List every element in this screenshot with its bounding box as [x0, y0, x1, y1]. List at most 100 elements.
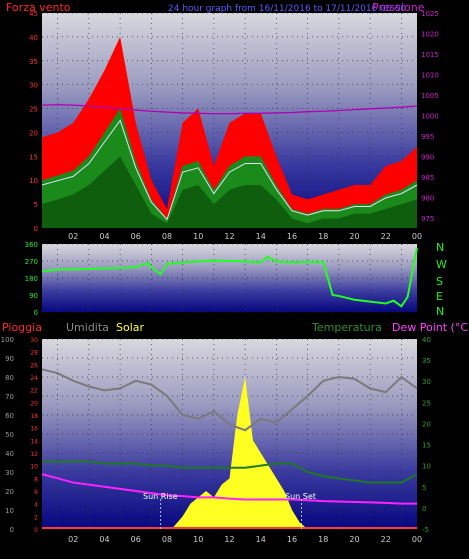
wind-x-tick: 06: [131, 232, 141, 241]
wind-y-tick: 20: [29, 129, 38, 137]
temp-y-tick: 35: [422, 357, 431, 365]
pressure-y-tick: 975: [421, 215, 434, 223]
pressure-y-tick: 1020: [421, 30, 439, 38]
compass-e: E: [436, 290, 443, 303]
dewpoint-line: [41, 473, 417, 505]
humidity-y-tick: 20: [5, 488, 14, 496]
humidity-y-tick: 100: [1, 336, 14, 344]
humidity-y-tick: 30: [5, 469, 14, 477]
humidity-y-tick: 10: [5, 507, 14, 515]
pressure-y-tick: 1005: [421, 92, 439, 100]
direction-y-tick: 270: [25, 258, 38, 266]
rain-y-tick: 18: [30, 413, 38, 420]
compass-labels: N W S E N: [436, 241, 447, 318]
wind-y-tick: 0: [34, 225, 38, 233]
direction-plot: 0 90 180 270 360: [25, 241, 418, 317]
weather-x-tick: 10: [193, 535, 203, 544]
rain-y-tick: 2: [34, 514, 38, 521]
rain-y-tick: 10: [30, 464, 38, 471]
pressure-y-tick: 990: [421, 153, 434, 161]
pressure-y-tick: 1010: [421, 71, 439, 79]
wind-x-tick: 12: [224, 232, 234, 241]
compass-n-bottom: N: [436, 305, 444, 318]
rain-y-tick: 0: [34, 527, 38, 534]
temp-y-tick: 15: [422, 442, 431, 450]
direction-y-tick: 0: [34, 309, 38, 317]
rain-y-tick: 14: [30, 438, 38, 445]
humidity-y-tick: 70: [5, 393, 14, 401]
wind-y-tick: 5: [34, 201, 38, 209]
weather-x-tick: 08: [162, 535, 172, 544]
temp-y-tick: 5: [422, 484, 426, 492]
rain-y-tick: 28: [30, 350, 38, 357]
legend-temperatura: Temperatura: [311, 321, 382, 334]
rain-y-tick: 24: [30, 375, 38, 382]
wind-x-tick: 02: [68, 232, 78, 241]
temp-y-tick: 25: [422, 399, 431, 407]
direction-y-tick: 180: [25, 275, 38, 283]
pressure-y-tick: 1025: [421, 10, 439, 18]
rain-y-tick: 16: [30, 426, 38, 433]
rain-y-tick: 4: [34, 502, 38, 509]
weather-plot: 0102030405060708090100024681012141618202…: [1, 336, 431, 544]
legend-umidita: Umidita: [66, 321, 109, 334]
direction-line: [41, 247, 418, 308]
temp-y-tick: 40: [422, 336, 431, 344]
humidity-y-tick: 50: [5, 431, 14, 439]
wind-y-tick: 40: [29, 34, 38, 42]
temp-y-tick: 0: [422, 505, 426, 513]
weather-x-tick: 02: [68, 535, 78, 544]
humidity-line: [41, 368, 418, 432]
wind-center-title: 24 hour graph from 16/11/2016 to 17/11/2…: [168, 4, 406, 14]
pressure-y-tick: 1000: [421, 112, 439, 120]
weather-x-tick: 00: [412, 535, 422, 544]
weather-x-tick: 12: [224, 535, 234, 544]
wind-x-tick: 04: [99, 232, 109, 241]
wind-plot: 0510152025303540459759809859909951000100…: [29, 10, 439, 241]
solar-area: [171, 377, 308, 529]
humidity-y-tick: 0: [10, 526, 14, 534]
rain-y-tick: 22: [30, 388, 38, 395]
wind-x-tick: 22: [381, 232, 391, 241]
weather-x-tick: 18: [318, 535, 328, 544]
wind-right-title: Pressione: [372, 1, 425, 14]
pressure-y-tick: 980: [421, 194, 434, 202]
direction-y-tick: 90: [29, 292, 38, 300]
temperature-line: [42, 460, 418, 484]
weather-x-tick: 04: [99, 535, 109, 544]
temp-y-tick: 20: [422, 420, 431, 428]
wind-y-tick: 10: [29, 177, 38, 185]
weather-x-tick: 20: [349, 535, 359, 544]
wind-x-tick: 14: [256, 232, 266, 241]
humidity-y-tick: 60: [5, 412, 14, 420]
legend-dew-point: Dew Point (°C): [392, 321, 469, 334]
direction-y-tick: 360: [25, 241, 38, 249]
rain-y-tick: 12: [30, 451, 38, 458]
weather-x-tick: 14: [256, 535, 266, 544]
legend-pioggia: Pioggia: [2, 321, 42, 334]
wind-min-area: [42, 156, 417, 228]
pressure-y-tick: 1015: [421, 51, 439, 59]
compass-s: S: [436, 275, 443, 288]
pressure-line: [41, 104, 418, 115]
wind-y-tick: 30: [29, 82, 38, 90]
rain-y-tick: 8: [34, 476, 38, 483]
rain-y-tick: 20: [30, 400, 38, 407]
wind-x-tick: 20: [349, 232, 359, 241]
wind-left-title: Forza vento: [6, 1, 71, 14]
wind-y-tick: 35: [29, 58, 38, 66]
compass-w: W: [436, 258, 447, 271]
wind-mean-line: [41, 119, 418, 221]
rain-y-tick: 26: [30, 362, 38, 369]
rain-y-tick: 30: [30, 337, 38, 344]
wind-y-tick: 45: [29, 10, 38, 18]
weather-x-tick: 16: [287, 535, 297, 544]
wind-x-tick: 16: [287, 232, 297, 241]
sun-set-label: Sun Set: [285, 492, 316, 501]
temp-y-tick: 30: [422, 378, 431, 386]
compass-n-top: N: [436, 241, 444, 254]
humidity-y-tick: 40: [5, 450, 14, 458]
direction-plot-area: [42, 244, 417, 312]
humidity-y-tick: 90: [5, 355, 14, 363]
